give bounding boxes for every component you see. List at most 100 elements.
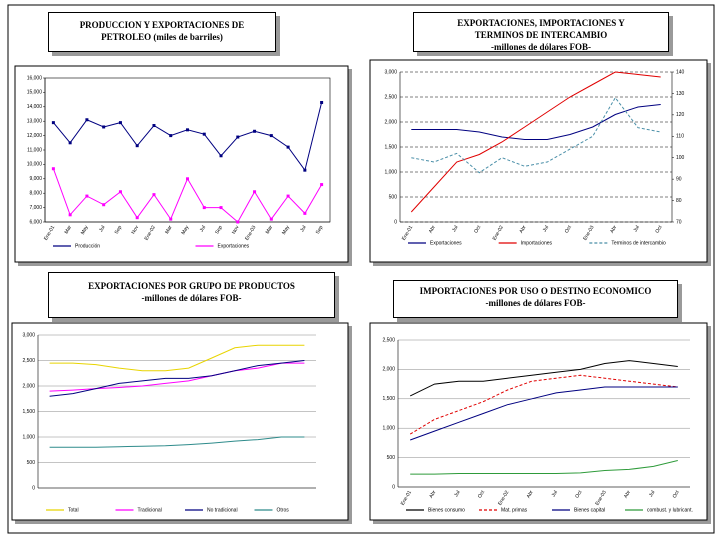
y-tick-label: 3,000 <box>384 69 397 75</box>
point-marker <box>202 206 206 210</box>
x-tick-label: Abr <box>623 489 632 499</box>
point-marker <box>135 216 139 220</box>
series-line <box>410 386 678 441</box>
point-marker <box>68 141 72 145</box>
x-tick-label: Abr <box>428 224 437 234</box>
chart-title-box: IMPORTACIONES POR USO O DESTINO ECONOMIC… <box>393 280 678 318</box>
y-tick-label: 13,000 <box>27 119 43 125</box>
x-tick-label: Jul <box>551 490 559 499</box>
point-marker <box>118 190 122 194</box>
y2-tick-label: 90 <box>676 176 682 182</box>
y-tick-label: 0 <box>394 219 397 225</box>
series-line <box>410 71 661 213</box>
x-tick-label: Abr <box>518 224 527 234</box>
x-tick-label: Jul <box>98 225 106 234</box>
x-tick-label: Jul <box>199 225 207 234</box>
y-tick-label: 0 <box>392 484 395 490</box>
x-tick-label: May <box>281 224 291 236</box>
y2-tick-label: 80 <box>676 198 682 204</box>
legend-label: Otros <box>277 507 290 513</box>
point-marker <box>219 206 223 210</box>
point-marker <box>152 124 156 128</box>
point-marker <box>219 154 223 158</box>
x-tick-label: Nov <box>231 224 241 235</box>
x-tick-label: Sep <box>214 224 224 235</box>
point-marker <box>135 144 139 148</box>
series-line <box>411 96 661 174</box>
x-tick-label: Jul <box>451 225 459 234</box>
point-marker <box>202 132 206 136</box>
y-tick-label: 1,000 <box>382 426 395 432</box>
point-marker <box>68 213 72 217</box>
chart-title-box: PRODUCCION Y EXPORTACIONES DE PETROLEO (… <box>48 12 276 52</box>
chart-subtitle: -millones de dólares FOB- <box>490 42 592 52</box>
legend-label: combust. y lubricant. <box>647 507 693 513</box>
chart-title: IMPORTACIONES POR USO O DESTINO ECONOMIC… <box>419 286 652 296</box>
series-line <box>409 360 678 397</box>
x-tick-label: Jul <box>299 225 307 234</box>
y2-tick-label: 110 <box>676 134 684 140</box>
y-tick-label: 11,000 <box>27 147 42 153</box>
point-marker <box>253 190 257 194</box>
y-tick-label: 1,500 <box>22 409 35 415</box>
y-tick-label: 2,000 <box>384 119 397 125</box>
y-tick-label: 7,000 <box>29 205 42 211</box>
x-tick-label: Jul <box>542 225 550 234</box>
y-tick-label: 2,000 <box>382 367 395 373</box>
x-tick-label: Nov <box>130 224 140 235</box>
series-line <box>409 374 678 435</box>
legend-label: Terminos de intercambio <box>611 240 666 246</box>
legend-label: Bienes consumo <box>428 507 465 513</box>
point-marker <box>102 203 106 207</box>
point-marker <box>118 121 122 125</box>
point-marker <box>303 211 307 215</box>
y2-tick-label: 140 <box>676 69 685 75</box>
y-tick-label: 16,000 <box>27 75 43 81</box>
point-marker <box>236 220 240 224</box>
x-tick-label: Jul <box>632 225 640 234</box>
x-tick-label: Oct <box>574 489 583 499</box>
legend-label: Importaciones <box>521 240 553 246</box>
panel <box>14 65 349 263</box>
point-marker <box>85 118 89 122</box>
series-line <box>49 344 305 372</box>
x-tick-label: Mar <box>265 224 275 235</box>
legend-label: Tradicional <box>138 507 162 513</box>
chart-title-box: EXPORTACIONES, IMPORTACIONES Y TERMINOS … <box>413 12 669 52</box>
y-tick-label: 1,500 <box>382 396 395 402</box>
chart-title: EXPORTACIONES, IMPORTACIONES Y TERMINOS … <box>457 18 625 40</box>
legend-label: Mat. primas <box>501 507 528 513</box>
y2-tick-label: 100 <box>676 155 685 161</box>
point-marker <box>186 177 189 181</box>
y-tick-label: 500 <box>27 460 36 466</box>
point-marker <box>51 167 55 171</box>
x-tick-label: Oct <box>654 224 663 234</box>
page-frame <box>7 4 715 534</box>
point-marker <box>85 194 89 198</box>
series-line <box>410 460 678 475</box>
point-marker <box>102 125 106 129</box>
x-tick-label: Sep <box>315 224 325 235</box>
y-tick-label: 8,000 <box>29 191 42 197</box>
point-marker <box>51 121 55 125</box>
y-tick-label: 1,000 <box>384 169 397 175</box>
y2-tick-label: 70 <box>676 219 682 225</box>
x-tick-label: Abr <box>526 489 535 499</box>
point-marker <box>253 129 257 133</box>
y-tick-label: 2,500 <box>22 358 35 364</box>
x-tick-label: Jul <box>453 490 461 499</box>
x-tick-label: Oct <box>477 489 486 499</box>
point-marker <box>269 134 273 138</box>
x-tick-label: Abr <box>428 489 437 499</box>
x-tick-label: May <box>80 224 90 236</box>
legend-label: Exportaciones <box>430 240 462 246</box>
y-tick-label: 1,500 <box>384 144 397 150</box>
chart-subtitle: -millones de dólares FOB- <box>485 298 586 308</box>
x-tick-label: Abr <box>609 224 618 234</box>
y2-tick-label: 120 <box>676 112 685 118</box>
chart-title-box: EXPORTACIONES POR GRUPO DE PRODUCTOS -mil… <box>48 272 335 318</box>
chart-title: EXPORTACIONES POR GRUPO DE PRODUCTOS <box>88 281 295 291</box>
point-marker <box>152 193 156 197</box>
y2-tick-label: 130 <box>676 91 685 97</box>
